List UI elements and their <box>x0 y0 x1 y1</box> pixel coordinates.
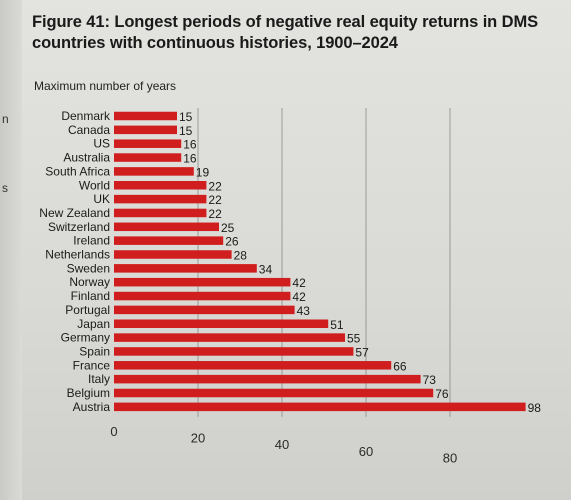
x-tick-label: 60 <box>359 444 373 459</box>
category-label: Spain <box>79 344 110 358</box>
margin-text-fragment: s <box>2 181 8 195</box>
bar <box>114 181 207 190</box>
value-label: 16 <box>183 138 197 152</box>
bar <box>114 264 257 273</box>
x-tick-label: 20 <box>191 431 205 446</box>
bar <box>114 333 345 342</box>
category-label: New Zealand <box>39 206 110 220</box>
value-label: 98 <box>528 401 542 415</box>
category-label: Finland <box>71 289 110 303</box>
bar <box>114 250 232 259</box>
category-label: Belgium <box>67 386 110 400</box>
category-label: Norway <box>69 275 110 289</box>
bar <box>114 139 182 148</box>
value-label: 73 <box>423 373 437 387</box>
category-label: Ireland <box>73 234 110 248</box>
value-label: 76 <box>435 387 449 401</box>
bar <box>114 111 177 121</box>
category-label: Italy <box>88 372 110 386</box>
value-label: 55 <box>347 332 361 346</box>
category-label: Japan <box>77 317 110 331</box>
category-label: Austria <box>73 400 111 414</box>
bar <box>114 402 526 412</box>
bar <box>114 194 207 204</box>
bar <box>114 388 434 398</box>
value-label: 25 <box>221 221 235 235</box>
x-tick-label: 40 <box>275 437 289 452</box>
margin-text-fragment: n <box>2 112 9 126</box>
bar <box>114 167 194 176</box>
category-label: Sweden <box>67 261 110 275</box>
category-label: Germany <box>61 331 110 345</box>
category-label: Australia <box>63 151 110 165</box>
bar <box>114 347 354 356</box>
value-label: 22 <box>208 193 222 207</box>
category-label: Denmark <box>61 109 111 123</box>
bar <box>114 222 219 232</box>
figure-title: Figure 41: Longest periods of negative r… <box>32 13 539 52</box>
adjacent-page-margin: n s <box>0 0 22 500</box>
bar <box>114 291 291 301</box>
category-label: Netherlands <box>45 248 110 262</box>
value-label: 57 <box>355 345 369 359</box>
category-label: France <box>73 358 111 372</box>
bar <box>114 305 295 315</box>
category-label: US <box>93 137 110 151</box>
bar <box>114 236 224 245</box>
value-label: 26 <box>225 235 239 249</box>
bar <box>114 361 392 370</box>
category-label: Portugal <box>65 303 110 317</box>
x-tick-label: 0 <box>110 424 117 439</box>
bar <box>114 277 291 287</box>
value-label: 15 <box>179 124 193 138</box>
bar <box>114 208 207 218</box>
value-label: 66 <box>393 359 407 373</box>
x-tick-label: 80 <box>443 450 457 465</box>
axis-unit-label: Maximum number of years <box>34 79 177 93</box>
category-label: Switzerland <box>48 220 110 234</box>
value-label: 34 <box>259 262 273 276</box>
value-label: 22 <box>208 207 222 221</box>
category-label: South Africa <box>45 164 110 178</box>
category-label: UK <box>93 192 110 206</box>
value-label: 16 <box>183 152 197 166</box>
value-label: 19 <box>196 165 210 179</box>
value-label: 28 <box>234 249 248 263</box>
value-label: 43 <box>297 304 311 318</box>
bar <box>114 153 182 162</box>
category-label: Canada <box>68 123 110 137</box>
bar <box>114 125 177 135</box>
value-label: 15 <box>179 110 193 124</box>
value-label: 51 <box>330 318 344 332</box>
bar <box>114 374 421 384</box>
category-label: World <box>79 178 110 192</box>
value-label: 42 <box>292 290 306 304</box>
value-label: 42 <box>292 276 306 290</box>
bar <box>114 319 329 328</box>
value-label: 22 <box>208 179 222 193</box>
